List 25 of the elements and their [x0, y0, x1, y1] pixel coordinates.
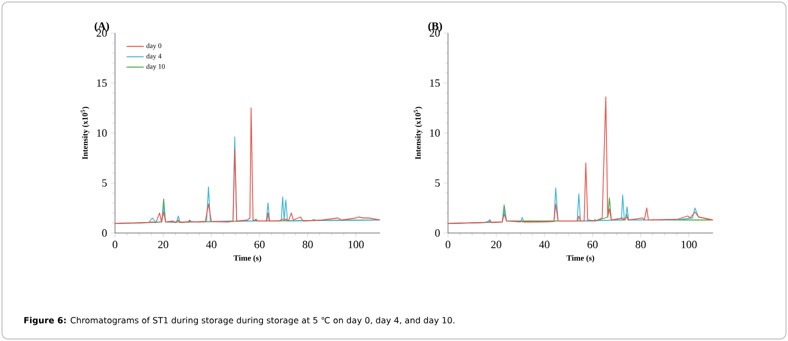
- x-axis-title: Time (s): [566, 255, 594, 262]
- y-tick-label: 10: [430, 129, 440, 137]
- y-tick-label: 15: [430, 79, 440, 87]
- x-tick-label: 80: [636, 240, 646, 248]
- x-tick-label: 60: [588, 240, 598, 248]
- y-tick-label: 0: [435, 229, 440, 237]
- x-tick-label: 20: [158, 240, 168, 248]
- y-tick-label: 5: [102, 179, 107, 187]
- x-tick-label: 40: [206, 240, 216, 248]
- y-axis-title: Intensity (x10$^{5}$): [414, 106, 422, 160]
- x-tick-label: 20: [491, 240, 502, 248]
- x-tick-label: 100: [348, 240, 364, 248]
- x-tick-label: 40: [539, 240, 550, 248]
- x-tick-label: 100: [682, 240, 697, 248]
- x-tick-label: 60: [254, 240, 265, 248]
- y-axis-title: Intensity (x10$^{5}$): [80, 106, 90, 160]
- text: Figure 6: Chromatograms of ST1 during storage during storage at 5 ℃ on day 0, day 4, and day 10.: [24, 316, 454, 326]
- x-tick-label: 80: [302, 240, 313, 248]
- x-axis-title: Time (s): [234, 255, 262, 262]
- y-tick-label: 5: [435, 179, 440, 187]
- y-tick-label: 15: [97, 79, 107, 87]
- x-tick-label: 0: [112, 240, 118, 248]
- y-tick-label: 10: [97, 129, 107, 137]
- y-tick-label: 0: [102, 229, 107, 237]
- x-tick-label: 0: [446, 240, 450, 248]
